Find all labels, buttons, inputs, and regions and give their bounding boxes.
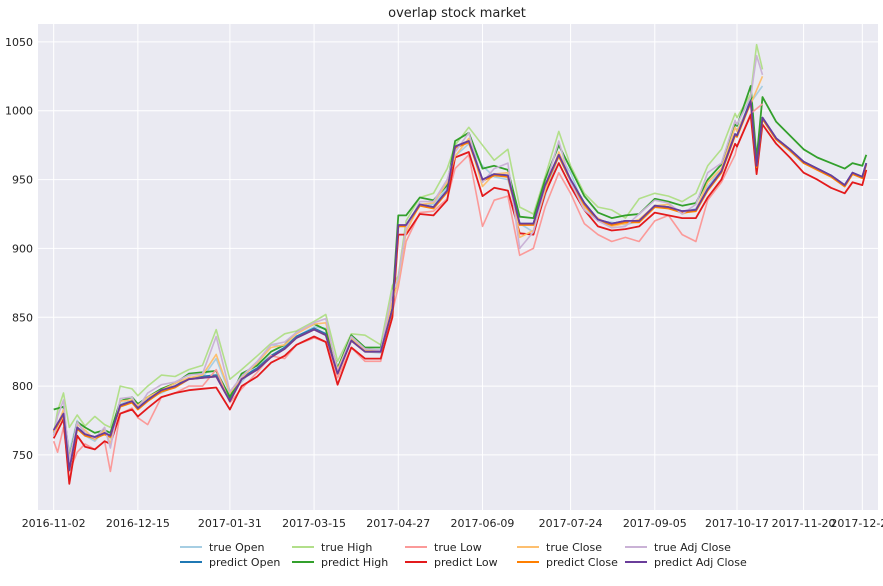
series-line-9: [52, 100, 868, 471]
x-tick-label: 2017-06-09: [451, 517, 515, 530]
x-tick-label: 2017-07-24: [539, 517, 603, 530]
legend-label: true Open: [209, 541, 264, 554]
legend-label: true Adj Close: [654, 541, 731, 554]
y-tick-label: 750: [12, 449, 33, 462]
y-tick-label: 1000: [5, 105, 33, 118]
legend-label: predict Open: [209, 556, 280, 569]
legend-label: predict High: [321, 556, 388, 569]
legend: true Open predict Open true High predict Hi…: [180, 541, 747, 569]
chart-title: overlap stock market: [388, 6, 526, 21]
legend-label: predict Close: [546, 556, 618, 569]
legend-label: predict Adj Close: [654, 556, 747, 569]
y-tick-label: 850: [12, 311, 33, 324]
x-tick-label: 2016-12-15: [106, 517, 170, 530]
x-tick-label: 2017-12-20: [830, 517, 883, 530]
x-tick-label: 2017-04-27: [366, 517, 430, 530]
series-line-8: [52, 54, 764, 463]
legend-label: predict Low: [434, 556, 498, 569]
legend-label: true Close: [546, 541, 602, 554]
legend-label: true Low: [434, 541, 482, 554]
series-line-5: [52, 114, 868, 485]
legend-label: true High: [321, 541, 372, 554]
y-tick-label: 800: [12, 380, 33, 393]
x-tick-label: 2017-11-20: [772, 517, 836, 530]
tick-labels: 750 800 850 900 950 1000 1050 2016-11-02 2016-12…: [5, 36, 883, 530]
x-tick-label: 2017-03-15: [282, 517, 346, 530]
x-tick-label: 2016-11-02: [22, 517, 86, 530]
x-tick-label: 2017-10-17: [705, 517, 769, 530]
y-tick-label: 950: [12, 174, 33, 187]
y-tick-label: 1050: [5, 36, 33, 49]
x-tick-label: 2017-09-05: [623, 517, 687, 530]
series-layer: [52, 43, 868, 485]
grid: [38, 24, 878, 510]
y-tick-label: 900: [12, 242, 33, 255]
x-tick-label: 2017-01-31: [198, 517, 262, 530]
plot-area: [38, 24, 878, 510]
